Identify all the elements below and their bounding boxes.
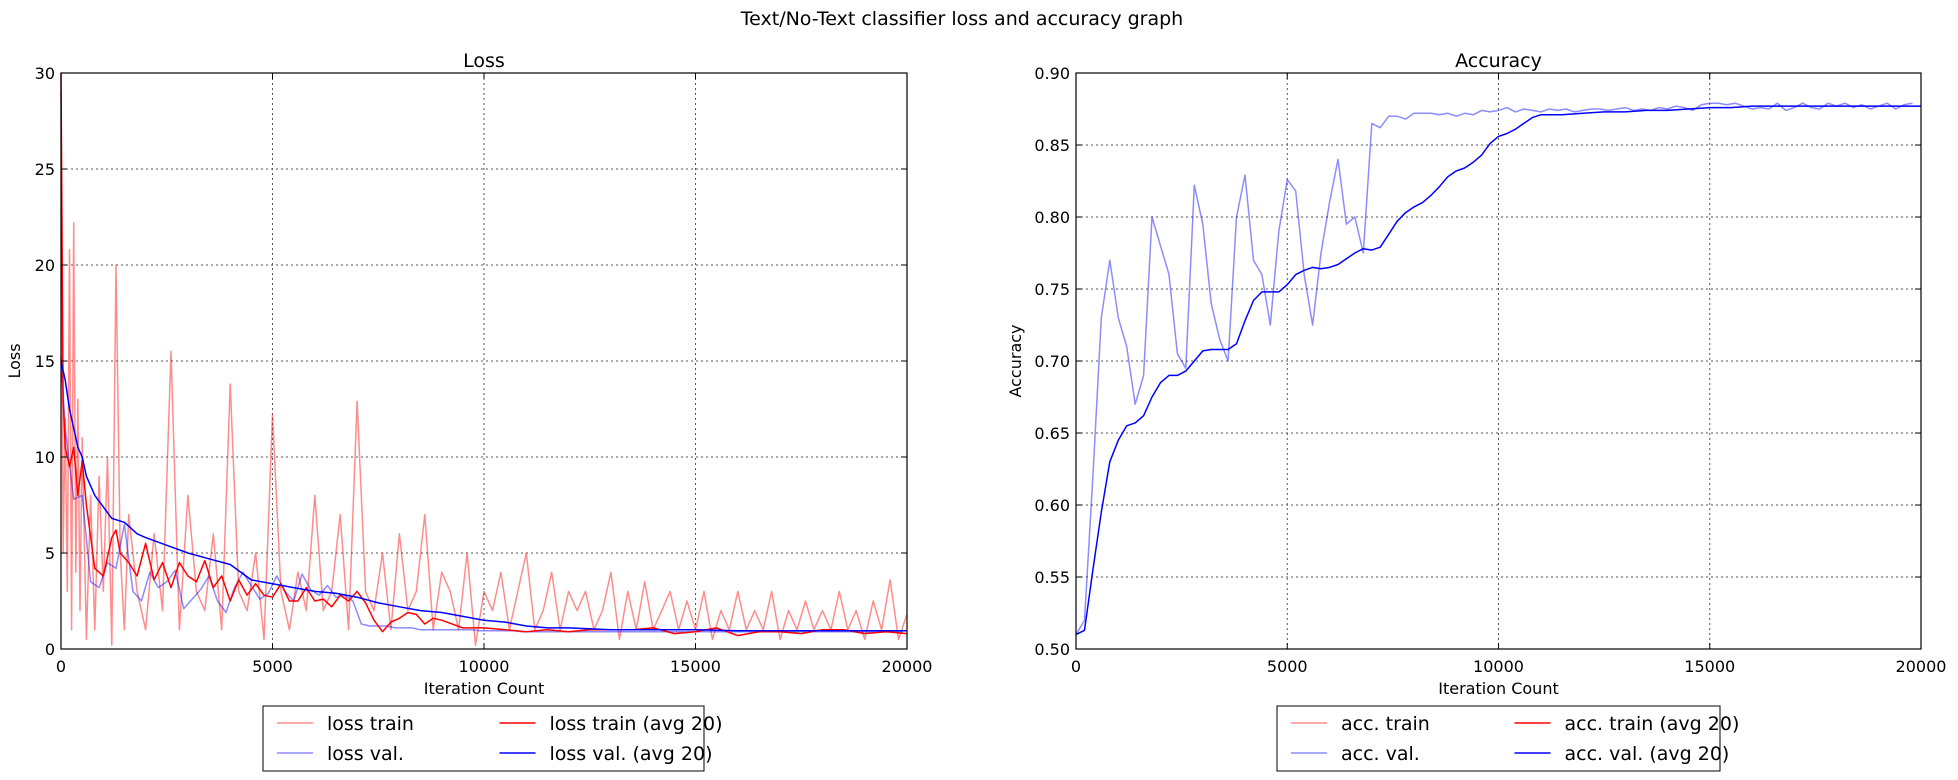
panel-2-x-tick-label-3: 15000 [1684,657,1735,676]
panel-1-y-tick-label-6: 30 [35,64,55,83]
panel-2-x-axis-label: Iteration Count [1438,679,1558,698]
panel-1-y-tick-label-2: 10 [35,448,55,467]
panel-1-y-tick-label-1: 5 [45,544,55,563]
panel-2-series-line-1 [1075,102,1913,635]
panel-2-x-tick-label-2: 10000 [1473,657,1524,676]
panel-2-x-tick-label-4: 20000 [1896,657,1947,676]
panel-1-x-axis-label: Iteration Count [424,679,544,698]
panel-2-legend-label-4: acc. val. (avg 20) [1565,743,1730,765]
panel-1-x-tick-label-1: 5000 [252,657,293,676]
panel-2-y-tick-label-0: 0.50 [1034,640,1070,659]
panel-1-series-line-4 [60,360,907,632]
panel-1-x-tick-label-4: 20000 [882,657,933,676]
panel-2-y-tick-label-4: 0.70 [1034,352,1070,371]
panel-1-x-tick-label-0: 0 [56,657,66,676]
panel-1-y-tick-label-3: 15 [35,352,55,371]
panel-2-y-tick-label-8: 0.90 [1034,64,1070,83]
panel-1-y-tick-label-4: 20 [35,256,55,275]
panel-2-y-tick-label-1: 0.55 [1034,568,1070,587]
panel-1-series-line-1 [60,92,908,646]
panel-1-legend-label-4: loss val. (avg 20) [550,743,713,765]
panel-2-y-tick-label-7: 0.85 [1034,136,1070,155]
panel-2-y-tick-label-2: 0.60 [1034,496,1070,515]
panel-2-series-line-2 [1075,105,1921,636]
panel-2-legend-box [1276,705,1721,772]
panel-2-title: Accuracy [1455,50,1542,72]
panel-2-y-axis-label: Accuracy [1006,324,1025,397]
panel-2-legend-label-2: acc. val. [1341,743,1420,765]
panel-1-legend-label-3: loss train (avg 20) [550,713,723,735]
panel-1-legend-label-1: loss train [327,713,414,735]
panel-1-y-tick-label-5: 25 [35,160,55,179]
panel-2-y-tick-label-6: 0.80 [1034,208,1070,227]
panel-1-x-tick-label-3: 15000 [670,657,721,676]
panel-2-x-tick-label-1: 5000 [1267,657,1308,676]
panel-1-legend-box [262,705,705,772]
panel-1-x-tick-label-2: 10000 [459,657,510,676]
panel-1-title: Loss [463,50,505,72]
panel-1-series-line-2 [60,357,903,633]
panel-1-y-axis-label: Loss [5,343,24,378]
panel-2-y-tick-label-5: 0.75 [1034,280,1070,299]
panel-1-y-tick-label-0: 0 [45,640,55,659]
panel-2-legend-label-3: acc. train (avg 20) [1565,713,1740,735]
panel-2-legend-label-1: acc. train [1341,713,1430,735]
panel-2-x-tick-label-0: 0 [1071,657,1081,676]
panel-1-legend-label-2: loss val. [327,743,404,765]
panel-1-series-line-3 [60,72,908,637]
figure-suptitle: Text/No-Text classifier loss and accurac… [740,8,1183,30]
panel-2-y-tick-label-3: 0.65 [1034,424,1070,443]
